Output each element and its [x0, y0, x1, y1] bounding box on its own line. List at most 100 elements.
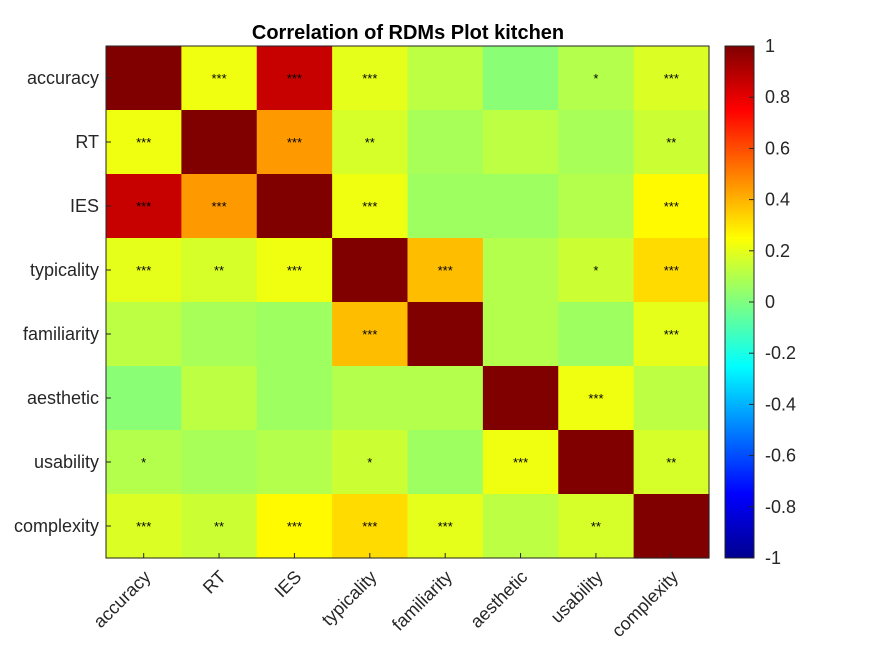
chart-title: Correlation of RDMs Plot kitchen [252, 22, 564, 44]
colorbar-tick-label: -0.2 [765, 343, 796, 363]
colorbar-tick-label: -0.8 [765, 497, 796, 517]
heatmap-cell [106, 238, 182, 303]
significance-marker: *** [664, 327, 679, 342]
x-tick-label: accuracy [89, 567, 154, 632]
heatmap-cell [181, 238, 258, 303]
heatmap-cell [482, 46, 559, 111]
heatmap-cell [106, 430, 182, 495]
heatmap-cell [633, 46, 710, 111]
heatmap-cell [407, 110, 484, 175]
y-tick-label: usability [34, 452, 99, 472]
colorbar-tick-label: -0.6 [765, 446, 796, 466]
heatmap-cell [106, 46, 182, 111]
y-tick-label: accuracy [27, 68, 99, 88]
heatmap-cell [181, 110, 258, 175]
significance-marker: ** [591, 519, 601, 534]
heatmap-cell [106, 366, 182, 431]
heatmap-cell [482, 366, 559, 431]
significance-marker: ** [666, 135, 676, 150]
heatmap-cell [181, 430, 258, 495]
heatmap-cell [256, 366, 333, 431]
heatmap-cell [558, 366, 635, 431]
heatmap-cell [106, 494, 182, 559]
colorbar-tick-label: 0.2 [765, 241, 790, 261]
heatmap-cell [106, 110, 182, 175]
heatmap-cell [558, 302, 635, 367]
significance-marker: *** [136, 263, 151, 278]
y-axis-tick-labels: accuracy RT IES typicality familiarity aesthe… [14, 68, 111, 536]
significance-marker: * [141, 455, 146, 470]
x-tick-label: IES [271, 567, 306, 602]
colorbar-tick-label: 0.4 [765, 190, 790, 210]
heatmap-cell [256, 238, 333, 303]
heatmap-cell [181, 366, 258, 431]
x-axis-tick-labels: accuracy RT IES typicality familiarity aesthe… [89, 553, 682, 641]
significance-marker: *** [362, 327, 377, 342]
heatmap-cell [633, 430, 710, 495]
heatmap-cell [558, 174, 635, 239]
significance-marker: *** [287, 71, 302, 86]
significance-marker: * [593, 71, 598, 86]
heatmap-cell [633, 494, 710, 559]
colorbar-tick-label: -1 [765, 548, 781, 568]
colorbar-tick-label: 1 [765, 36, 775, 56]
heatmap-cell [256, 302, 333, 367]
heatmap-cell [256, 174, 333, 239]
significance-marker: *** [438, 263, 453, 278]
y-tick-label: complexity [14, 516, 99, 536]
heatmap-cell [332, 238, 409, 303]
colorbar-tick-label: -0.4 [765, 394, 796, 414]
heatmap-cell [256, 430, 333, 495]
colorbar-ticks: 1 0.8 0.6 0.4 0.2 0 -0.2 -0.4 -0.6 -0.8 -1 [749, 36, 796, 568]
plot-frame [105, 45, 710, 559]
significance-marker: ** [214, 263, 224, 278]
heatmap-cell [482, 174, 559, 239]
significance-markers: *** *** *** * ****** *** ** ***** *** *** ****** **… [136, 71, 679, 534]
heatmap-cells [106, 46, 710, 559]
significance-marker: *** [588, 391, 603, 406]
significance-marker: *** [287, 263, 302, 278]
y-tick-label: familiarity [23, 324, 99, 344]
heatmap-cell [407, 430, 484, 495]
heatmap-cell [332, 430, 409, 495]
significance-marker: *** [362, 199, 377, 214]
heatmap-cell [407, 46, 484, 111]
heatmap-cell [407, 174, 484, 239]
significance-marker: *** [362, 519, 377, 534]
heatmap-cell [482, 302, 559, 367]
significance-marker: *** [664, 263, 679, 278]
colorbar-tick-label: 0.6 [765, 138, 790, 158]
significance-marker: *** [287, 519, 302, 534]
significance-marker: *** [664, 71, 679, 86]
y-tick-label: aesthetic [27, 388, 99, 408]
heatmap-cell [332, 46, 409, 111]
significance-marker: *** [664, 199, 679, 214]
heatmap-cell [332, 174, 409, 239]
heatmap-cell [482, 430, 559, 495]
heatmap-cell [181, 494, 258, 559]
heatmap-cell [181, 46, 258, 111]
significance-marker: *** [211, 71, 226, 86]
significance-marker: *** [362, 71, 377, 86]
significance-marker: * [593, 263, 598, 278]
heatmap-cell [106, 174, 182, 239]
significance-marker: *** [211, 199, 226, 214]
significance-marker: *** [287, 135, 302, 150]
y-tick-label: RT [75, 132, 99, 152]
x-tick-label: RT [199, 567, 230, 598]
x-tick-label: complexity [608, 567, 682, 641]
heatmap-cell [332, 302, 409, 367]
heatmap-cell [558, 494, 635, 559]
significance-marker: * [367, 455, 372, 470]
heatmap-cell [332, 110, 409, 175]
heatmap-cell [482, 238, 559, 303]
colorbar-tick-label: 0.8 [765, 87, 790, 107]
significance-marker: *** [136, 135, 151, 150]
heatmap-cell [407, 238, 484, 303]
heatmap-cell [106, 302, 182, 367]
heatmap-cell [633, 238, 710, 303]
heatmap-cell [407, 366, 484, 431]
x-tick-label: typicality [318, 567, 381, 630]
heatmap-cell [256, 110, 333, 175]
heatmap-cell [633, 110, 710, 175]
